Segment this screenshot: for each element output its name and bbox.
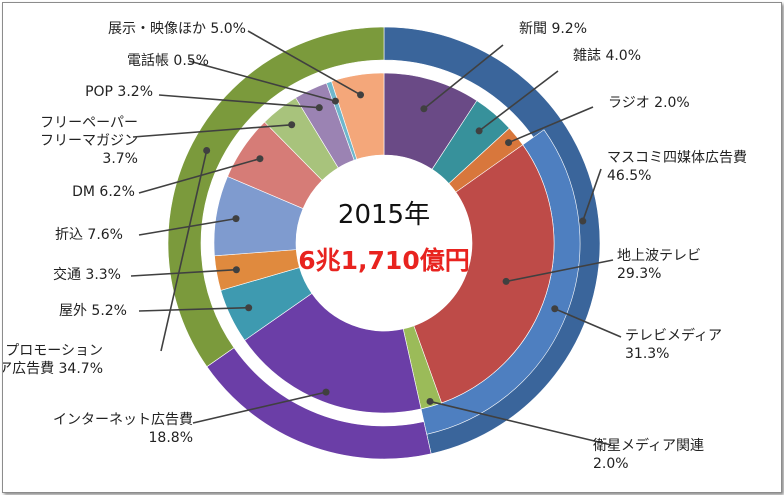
leader-line-POP	[158, 94, 320, 109]
data-label-インターネット広告費: インターネット広告費 18.8%	[53, 412, 193, 446]
data-label-line: 衛星メディア関連	[593, 437, 704, 454]
data-label-line: 18.8%	[149, 430, 193, 446]
data-label-電話帳: 電話帳 0.5%	[127, 52, 209, 69]
data-label-line: 3.7%	[102, 151, 138, 167]
center-title: 2015年	[338, 200, 430, 230]
data-label-line: フリーマガジン	[40, 133, 138, 149]
callout-leaders	[130, 30, 622, 446]
leader-line-ラジオ	[508, 106, 594, 144]
data-label-line: 2.0%	[593, 456, 629, 472]
leader-line-交通	[130, 268, 237, 277]
data-label-交通: 交通 3.3%	[53, 266, 121, 283]
leader-dot-電話帳	[331, 97, 339, 105]
data-label-マスコミ四媒体広告費: マスコミ四媒体広告費 46.5%	[607, 150, 747, 184]
data-label-line: 地上波テレビ	[617, 248, 701, 264]
leader-dot-屋外	[245, 304, 253, 312]
leader-line-電話帳	[188, 60, 336, 102]
leader-line-マスコミ四媒体広告費	[582, 168, 602, 222]
data-label-POP: POP 3.2%	[85, 84, 153, 100]
leader-dot-ラジオ	[505, 139, 513, 147]
leader-dot-折込	[232, 215, 240, 223]
data-label-line: 折込 7.6%	[55, 227, 123, 243]
outer-segment-プロモーション-メディア広告費	[167, 26, 385, 368]
data-label-地上波テレビ: 地上波テレビ 29.3%	[617, 248, 701, 282]
leader-line-衛星メディア関連	[429, 400, 612, 446]
data-label-line: DM 6.2%	[72, 184, 135, 200]
data-label-line: 屋外 5.2%	[59, 303, 127, 319]
leader-dot-マスコミ四媒体広告費	[579, 217, 587, 225]
leader-line-地上波テレビ	[505, 259, 614, 283]
center-labels: 2015年 6兆1,710億円	[298, 200, 469, 275]
leader-dot-インターネット広告費	[322, 388, 330, 396]
leader-line-DM	[138, 157, 261, 194]
data-label-line: 31.3%	[625, 346, 669, 362]
data-label-line: 電話帳 0.5%	[127, 52, 209, 69]
leader-dot-テレビメディア	[551, 305, 559, 313]
donut-rings	[167, 26, 601, 460]
data-label-line: 雑誌 4.0%	[573, 48, 641, 64]
data-label-衛星メディア関連: 衛星メディア関連 2.0%	[593, 437, 704, 472]
donut-chart: 新聞 9.2% 雑誌 4.0% ラジオ 2.0% マスコミ四媒体広告費 46.5% 地上波…	[3, 21, 747, 472]
leader-line-折込	[138, 217, 237, 236]
data-label-line: メディア広告費 34.7%	[3, 360, 103, 377]
leader-line-展示・映像ほか	[247, 30, 361, 96]
leader-line-プロモーション-メディア広告費	[160, 150, 208, 352]
callout-labels: 新聞 9.2% 雑誌 4.0% ラジオ 2.0% マスコミ四媒体広告費 46.5% 地上波…	[3, 21, 747, 472]
leader-dot-衛星メディア関連	[426, 397, 434, 405]
data-label-テレビメディア: テレビメディア 31.3%	[625, 327, 722, 362]
data-label-line: 展示・映像ほか 5.0%	[108, 21, 246, 37]
data-label-line: フリーペーパー	[40, 115, 138, 131]
data-label-屋外: 屋外 5.2%	[59, 303, 127, 319]
data-label-line: インターネット広告費	[53, 412, 193, 428]
data-label-フリーペーパー-フリーマガジン: フリーペーパーフリーマガジン 3.7%	[40, 115, 138, 167]
leader-dot-交通	[232, 266, 240, 274]
leader-dot-フリーペーパー-フリーマガジン	[288, 121, 296, 129]
data-label-line: POP 3.2%	[85, 84, 153, 100]
data-label-展示・映像ほか: 展示・映像ほか 5.0%	[108, 21, 246, 37]
data-label-line: 交通 3.3%	[53, 266, 121, 283]
leader-line-インターネット広告費	[192, 391, 327, 424]
data-label-プロモーション-メディア広告費: プロモーションメディア広告費 34.7%	[3, 343, 103, 377]
donut-hole	[296, 155, 472, 331]
data-label-line: 29.3%	[617, 266, 661, 282]
leader-line-テレビメディア	[554, 308, 622, 338]
data-label-line: 46.5%	[607, 168, 651, 184]
leader-line-雑誌	[478, 70, 559, 132]
leader-dot-DM	[256, 155, 264, 163]
data-label-line: テレビメディア	[625, 327, 722, 344]
center-total: 6兆1,710億円	[298, 246, 469, 275]
data-label-新聞: 新聞 9.2%	[519, 21, 587, 37]
data-label-line: ラジオ 2.0%	[608, 95, 690, 111]
leader-dot-雑誌	[475, 127, 483, 135]
leader-line-屋外	[138, 306, 249, 312]
leader-dot-展示・映像ほか	[357, 91, 365, 99]
data-label-line: プロモーション	[5, 343, 103, 359]
leader-dot-新聞	[420, 105, 428, 113]
data-label-line: 新聞 9.2%	[519, 21, 587, 37]
leader-line-新聞	[423, 44, 504, 110]
data-label-ラジオ: ラジオ 2.0%	[608, 95, 690, 111]
data-label-折込: 折込 7.6%	[55, 227, 123, 243]
data-label-line: マスコミ四媒体広告費	[607, 150, 747, 166]
data-label-雑誌: 雑誌 4.0%	[573, 48, 641, 64]
leader-dot-POP	[315, 104, 323, 112]
leader-line-フリーペーパー-フリーマガジン	[132, 123, 292, 138]
leader-dot-地上波テレビ	[502, 277, 510, 285]
leader-dot-プロモーション-メディア広告費	[203, 147, 211, 155]
data-label-DM: DM 6.2%	[72, 184, 135, 200]
